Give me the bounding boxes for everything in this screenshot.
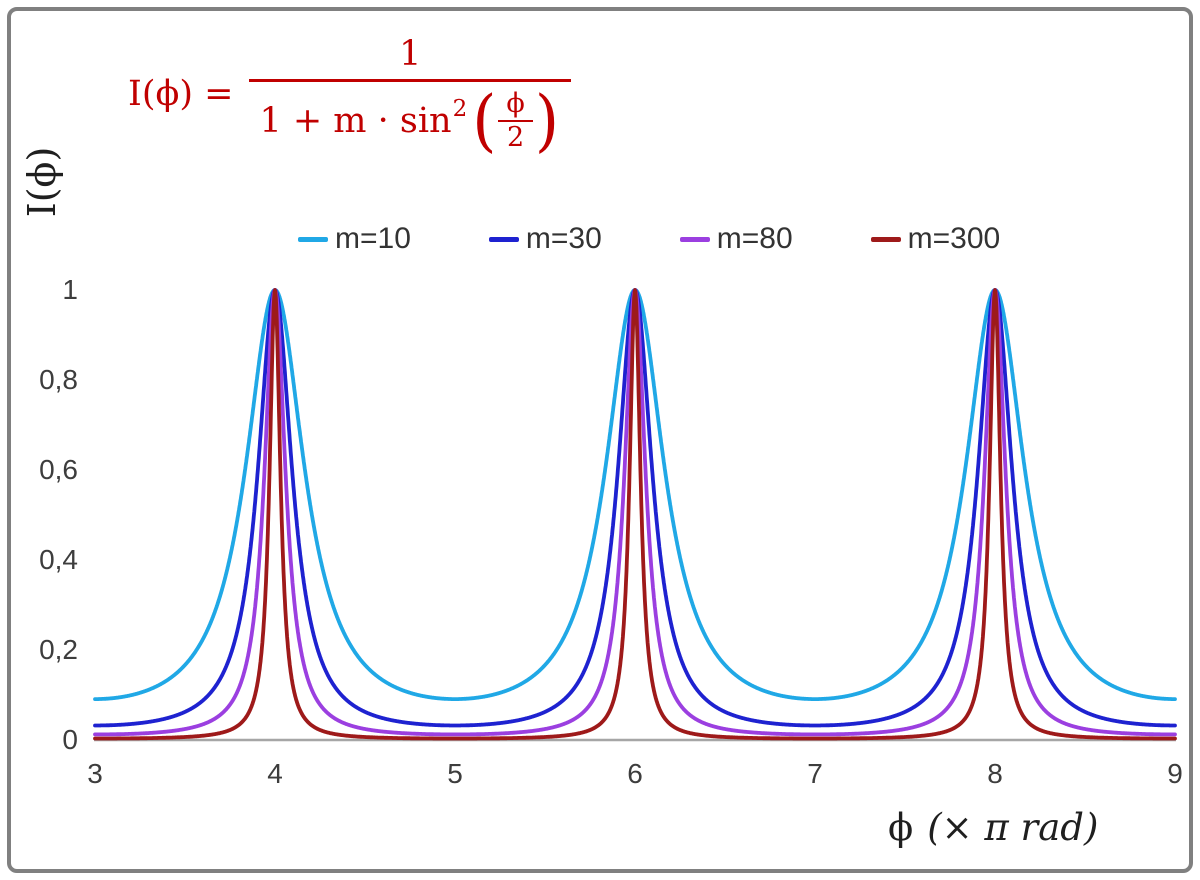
x-tick-label: 5: [447, 758, 463, 789]
inner-fraction: ϕ 2: [498, 88, 533, 154]
formula-lhs: I(ϕ) =: [128, 73, 234, 114]
legend-swatch: [298, 236, 328, 242]
legend-label: m=300: [907, 222, 1001, 255]
x-axis-ticks: 3 4 5 6 7 8 9: [0, 758, 1200, 798]
formula-denominator: 1 + m · sin 2 ( ϕ 2 ): [249, 79, 572, 161]
legend-item: m=80: [679, 222, 793, 256]
x-tick-label: 9: [1167, 758, 1183, 789]
x-tick-label: 3: [87, 758, 103, 789]
formula: I(ϕ) = 1 1 + m · sin 2 ( ϕ 2 ): [128, 34, 572, 161]
x-axis-title-units: (× π rad): [927, 806, 1099, 849]
legend-swatch: [870, 236, 901, 242]
inner-fraction-numerator: ϕ: [498, 88, 533, 123]
legend-swatch: [679, 236, 710, 242]
y-tick-label: 1: [62, 274, 78, 305]
legend-swatch: [488, 236, 519, 242]
x-axis-title: ϕ (× π rad): [888, 806, 1098, 849]
legend-item: m=300: [870, 222, 1001, 256]
y-tick-label: 0,2: [39, 634, 78, 665]
formula-exponent: 2: [452, 96, 468, 123]
x-tick-label: 4: [267, 758, 283, 789]
open-paren: (: [472, 81, 497, 161]
x-tick-label: 8: [987, 758, 1003, 789]
inner-fraction-denominator: 2: [507, 122, 525, 154]
x-axis-title-symbol: ϕ: [888, 806, 914, 849]
y-tick-label: 0,8: [39, 364, 78, 395]
x-tick-label: 7: [807, 758, 823, 789]
legend: m=10 m=30 m=80 m=300: [298, 222, 1000, 256]
series-line-m=300: [93, 288, 1177, 741]
legend-item: m=10: [298, 222, 411, 256]
y-tick-label: 0,6: [39, 454, 78, 485]
y-tick-label: 0: [62, 724, 78, 755]
formula-denominator-text: 1 + m · sin: [259, 101, 452, 142]
legend-item: m=30: [488, 222, 602, 256]
y-tick-label: 0,4: [39, 544, 78, 575]
x-tick-label: 6: [627, 758, 643, 789]
y-axis-ticks: 0 0,2 0,4 0,6 0,8 1: [0, 0, 80, 880]
formula-fraction: 1 1 + m · sin 2 ( ϕ 2 ): [249, 34, 572, 161]
series-line-m=30: [93, 288, 1177, 728]
series-line-m=80: [93, 288, 1177, 737]
legend-label: m=30: [525, 222, 602, 255]
legend-label: m=10: [335, 222, 411, 255]
close-paren: ): [534, 81, 560, 161]
chart-frame: [7, 7, 1193, 873]
formula-numerator: 1: [399, 34, 422, 74]
legend-label: m=80: [716, 222, 793, 255]
